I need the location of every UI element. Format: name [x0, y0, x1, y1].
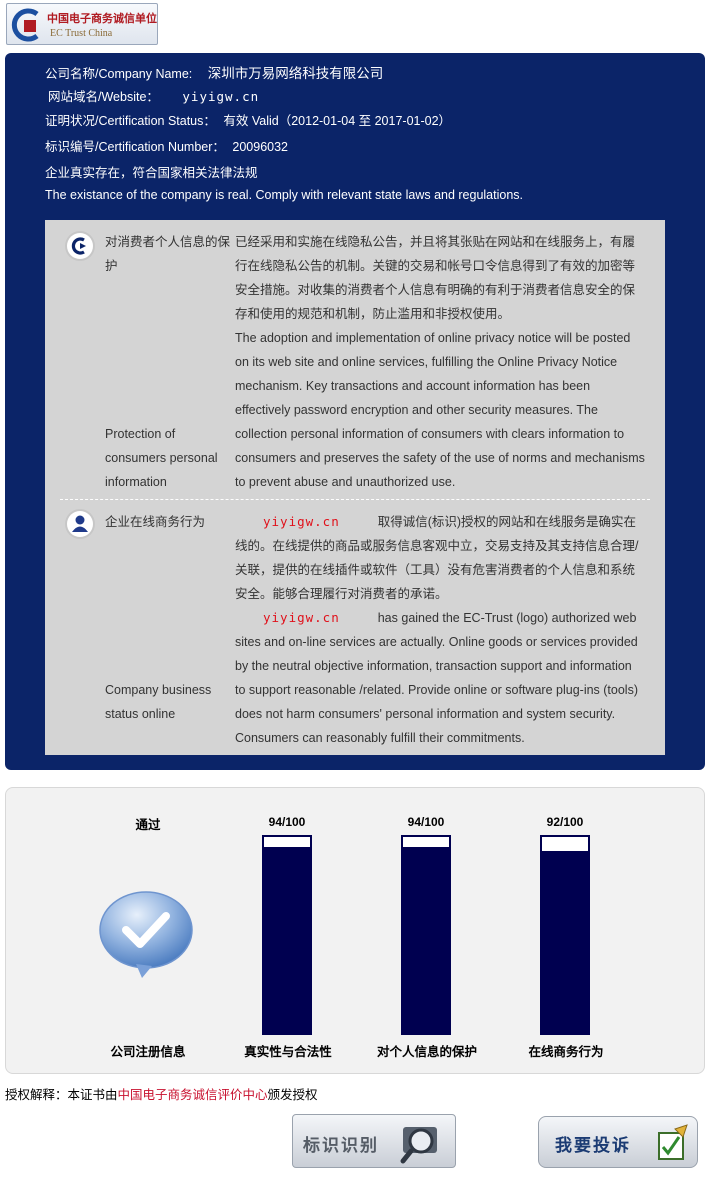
pass-label: 通过: [135, 818, 161, 832]
privacy-icon-badge: [67, 233, 93, 259]
website-value[interactable]: yiyigw.cn: [182, 89, 260, 104]
business-icon-badge: [67, 511, 93, 537]
business-domain-cn[interactable]: yiyigw.cn: [263, 514, 340, 529]
business-text-en-body: has gained the EC-Trust (logo) authorize…: [235, 611, 638, 745]
auth-organization[interactable]: 中国电子商务诚信评价中心: [117, 1088, 268, 1102]
score-label-3: 94/100: [407, 815, 445, 829]
category-label-registration: 公司注册信息: [110, 1045, 186, 1059]
pencil-check-icon: [658, 1124, 688, 1160]
auth-suffix: 颁发授权: [267, 1088, 318, 1102]
status-value: 有效 Valid（2012-01-04 至 2017-01-02）: [223, 114, 452, 128]
identify-logo-button[interactable]: 标识识别: [292, 1114, 456, 1168]
logo-title-cn: 中国电子商务诚信单位: [47, 12, 157, 25]
business-label-en: Company business status online: [105, 683, 212, 721]
cert-number-label: 标识编号/Certification Number：: [45, 140, 225, 154]
company-real-en: The existance of the company is real. Co…: [45, 188, 524, 202]
privacy-label-cn: 对消费者个人信息的保护: [105, 235, 231, 273]
company-name-value: 深圳市万易网络科技有限公司: [207, 66, 384, 81]
user-icon: [72, 515, 88, 532]
business-text-cn-body: 取得诚信(标识)授权的网站和在线服务是确实在线的。在线提供的商品或服务信息客观中…: [235, 515, 639, 601]
website-row: 网站域名/Website： yiyigw.cn: [48, 86, 259, 105]
privacy-text-cn: 已经采用和实施在线隐私公告，并且将其张贴在网站和在线服务上，有履行在线隐私公告的…: [235, 235, 636, 321]
cert-number-row: 标识编号/Certification Number： 20096032: [45, 136, 288, 155]
privacy-text-en: The adoption and implementation of onlin…: [235, 331, 645, 489]
ec-trust-logo: 中国电子商务诚信单位 EC Trust China: [6, 3, 158, 45]
checkmark-bubble-icon: [99, 891, 193, 978]
category-label-privacy: 对个人信息的保护: [376, 1045, 477, 1059]
category-label-authenticity: 真实性与合法性: [244, 1045, 332, 1059]
logo-title-en: EC Trust China: [50, 28, 113, 39]
business-text-en: yiyigw.cn has gained the EC-Trust (logo) …: [235, 606, 645, 750]
magnifier-icon: [400, 1127, 437, 1164]
status-row: 证明状况/Certification Status： 有效 Valid（2012…: [45, 110, 451, 129]
status-label: 证明状况/Certification Status：: [45, 114, 216, 128]
website-label: 网站域名/Website：: [48, 90, 159, 104]
identify-button-label: 标识识别: [303, 1136, 379, 1156]
score-label-4: 92/100: [546, 815, 584, 829]
company-name-label: 公司名称/Company Name:: [45, 67, 193, 81]
auth-prefix: 授权解释：本证书由: [5, 1088, 118, 1102]
privacy-label-en: Protection of consumers personal informa…: [105, 427, 218, 489]
authorization-note: 授权解释：本证书由中国电子商务诚信评价中心颁发授权: [5, 1084, 318, 1103]
business-label-cn: 企业在线商务行为: [105, 515, 206, 529]
privacy-shield-icon: [71, 237, 86, 255]
complaint-button-label: 我要投诉: [555, 1136, 631, 1156]
score-bar-fill-3: [401, 847, 451, 1035]
score-bar-fill-2: [262, 847, 312, 1035]
business-domain-en[interactable]: yiyigw.cn: [263, 610, 340, 625]
complaint-button[interactable]: 我要投诉: [538, 1116, 698, 1168]
company-name-row: 公司名称/Company Name: 深圳市万易网络科技有限公司: [45, 62, 383, 82]
detail-box: [45, 220, 665, 755]
company-real-cn: 企业真实存在，符合国家相关法律法规: [45, 166, 258, 180]
section-divider: [60, 499, 650, 500]
score-bar-fill-4: [540, 851, 590, 1035]
business-text-cn: yiyigw.cn 取得诚信(标识)授权的网站和在线服务是确实在线的。在线提供的商…: [235, 510, 645, 606]
category-label-business: 在线商务行为: [528, 1045, 604, 1059]
score-label-2: 94/100: [268, 815, 306, 829]
ec-trust-logo-icon: [11, 8, 39, 42]
cert-number-value: 20096032: [232, 140, 289, 154]
